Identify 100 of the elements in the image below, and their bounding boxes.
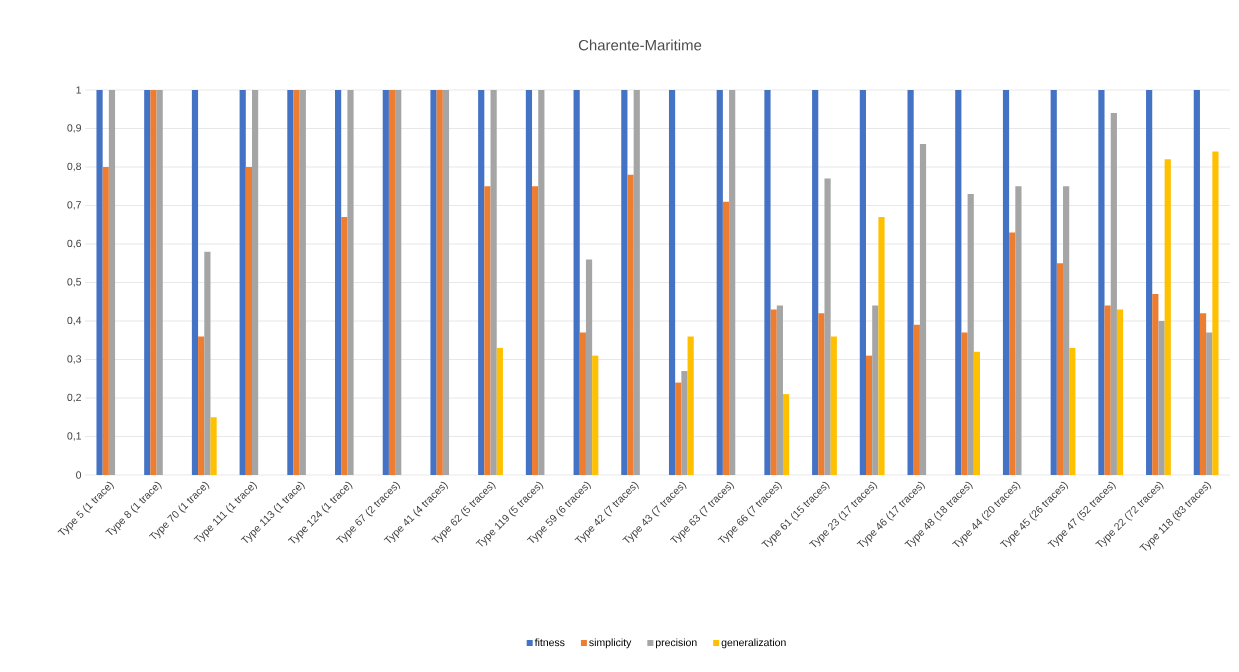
bar	[633, 89, 640, 475]
bar	[579, 332, 586, 475]
bar	[1098, 89, 1105, 475]
legend-label: simplicity	[589, 638, 632, 649]
y-tick-label: 0,6	[67, 239, 82, 249]
bar	[1146, 89, 1153, 475]
bar	[627, 174, 634, 475]
bar	[859, 89, 866, 475]
bar	[913, 324, 920, 475]
bar	[395, 89, 402, 475]
y-tick-label: 0	[76, 471, 82, 479]
bar	[675, 382, 682, 475]
bar	[335, 89, 342, 475]
bar	[287, 89, 294, 475]
bar	[592, 355, 599, 475]
bar	[430, 89, 437, 475]
bar	[1009, 232, 1016, 475]
bar	[299, 89, 306, 475]
bar	[716, 89, 723, 475]
y-tick-label: 0,8	[67, 162, 82, 172]
bar	[251, 89, 259, 475]
bar	[204, 251, 211, 475]
y-tick-label: 0,3	[67, 355, 82, 364]
bar	[878, 217, 885, 475]
bar	[538, 89, 545, 475]
bar	[919, 143, 927, 475]
bar	[907, 89, 914, 475]
legend-label: precision	[656, 638, 697, 649]
bar	[191, 89, 199, 475]
bar	[865, 355, 873, 475]
bar	[96, 89, 103, 475]
bar	[764, 89, 771, 475]
bar	[442, 89, 450, 475]
y-tick-label: 1	[76, 86, 81, 94]
bar	[108, 89, 116, 475]
bar	[239, 89, 246, 475]
bar	[144, 89, 151, 475]
y-tick-label: 0,2	[67, 393, 81, 403]
bar	[585, 259, 593, 475]
bar	[1063, 186, 1070, 475]
bar	[1152, 294, 1159, 475]
bar	[729, 89, 736, 475]
y-tick-label: 0,4	[67, 316, 82, 326]
bar	[436, 89, 443, 475]
bar	[150, 89, 157, 475]
y-tick-label: 0,7	[67, 201, 81, 210]
bar	[812, 89, 819, 475]
legend-label: fitness	[534, 638, 565, 647]
bar	[621, 89, 628, 475]
bar	[347, 89, 354, 475]
bar	[525, 89, 533, 475]
bar	[1002, 89, 1010, 475]
bar	[245, 166, 252, 475]
bar	[782, 394, 790, 475]
bar	[818, 313, 825, 475]
y-tick-label: 0,9	[67, 124, 81, 133]
bar	[156, 89, 163, 475]
bar	[1158, 320, 1165, 475]
y-tick-label: 0,5	[67, 278, 82, 287]
bar	[382, 89, 389, 475]
bar	[722, 201, 730, 475]
bar	[770, 309, 777, 475]
bar	[1110, 113, 1117, 475]
bar	[973, 351, 981, 475]
chart-title: Charente-Maritime	[578, 39, 702, 51]
bar	[496, 347, 503, 475]
legend-label: generalization	[721, 638, 786, 649]
bar	[1015, 186, 1022, 475]
bar	[490, 89, 497, 475]
bar	[1212, 151, 1219, 475]
bar	[102, 166, 109, 475]
bar	[776, 305, 783, 475]
y-tick-label: 0,1	[67, 432, 81, 441]
bar	[668, 89, 676, 475]
bar	[293, 89, 300, 475]
bar	[1069, 347, 1076, 475]
bar	[1056, 263, 1064, 475]
bar	[681, 371, 688, 475]
bar	[484, 186, 491, 475]
bar	[1164, 159, 1171, 475]
bar	[198, 336, 205, 475]
bar	[388, 89, 396, 475]
bar	[478, 89, 485, 475]
bar	[872, 305, 879, 475]
bar	[341, 217, 348, 475]
bar	[1199, 313, 1207, 475]
bar	[1206, 332, 1213, 475]
bar	[824, 178, 831, 475]
bar	[967, 193, 974, 475]
bar	[573, 89, 580, 475]
bar	[210, 417, 217, 475]
bar	[1116, 309, 1124, 475]
bar	[955, 89, 962, 475]
bar	[1050, 89, 1057, 475]
bar	[1104, 305, 1111, 475]
bar	[687, 336, 694, 475]
bar	[830, 336, 837, 475]
bar	[1193, 89, 1200, 475]
bar	[961, 332, 968, 475]
bar	[532, 186, 539, 475]
